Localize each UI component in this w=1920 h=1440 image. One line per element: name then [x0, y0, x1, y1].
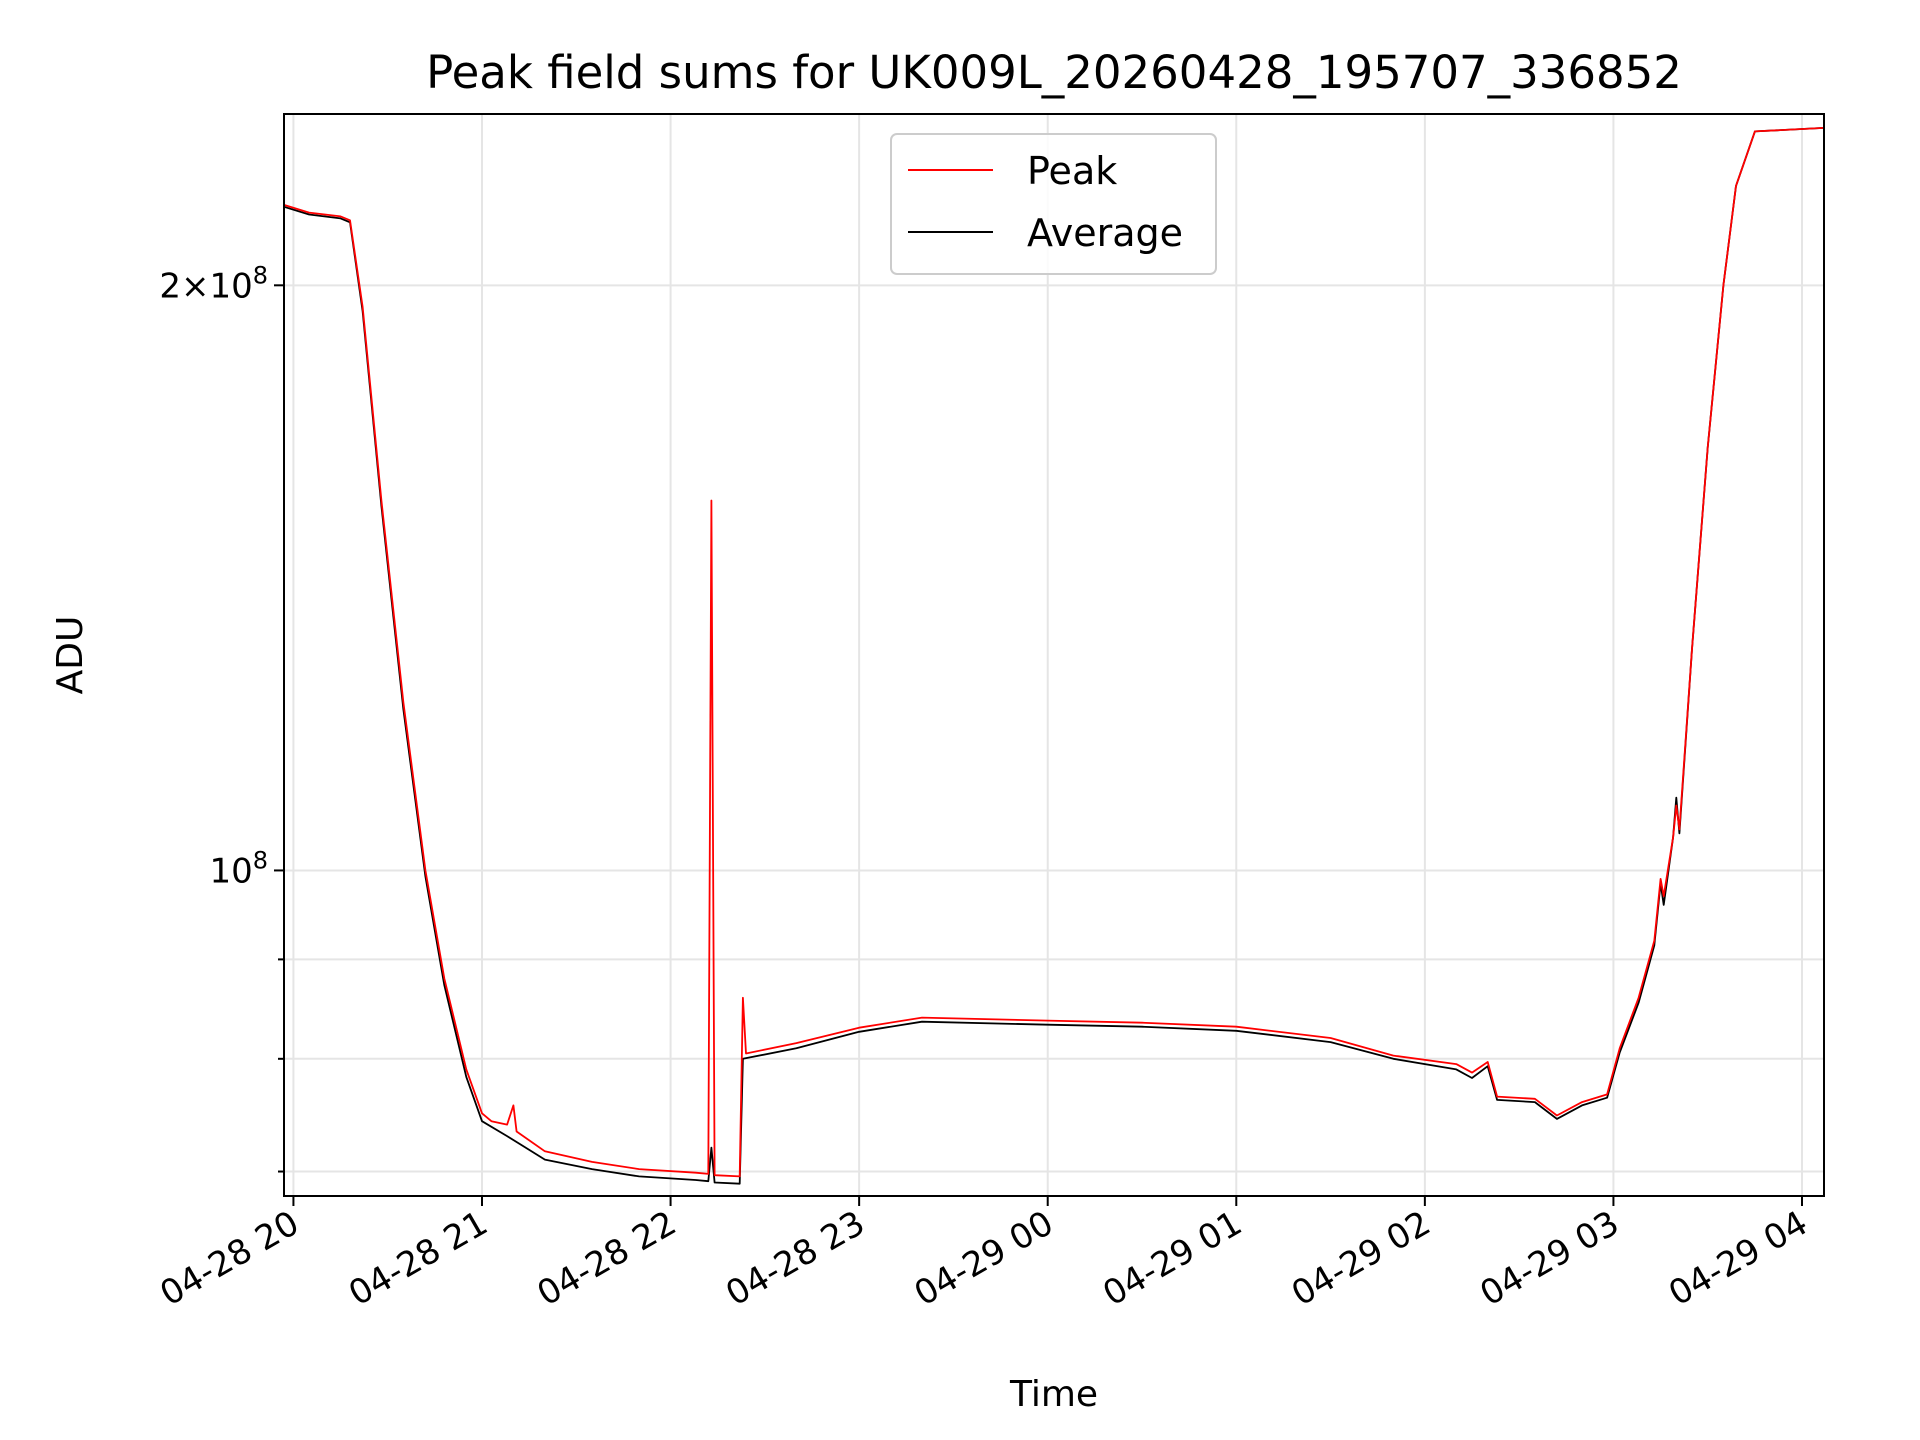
y-tick-label: 108 — [209, 846, 268, 891]
legend-label-average: Average — [1027, 211, 1183, 255]
y-axis-label: ADU — [50, 616, 91, 695]
chart-title: Peak field sums for UK009L_20260428_1957… — [426, 46, 1682, 99]
series-line-peak — [283, 127, 1825, 1178]
y-axis: 108 2×108 — [159, 261, 284, 1173]
plot-frame — [283, 113, 1825, 1197]
x-axis-label: Time — [1009, 1374, 1098, 1415]
series-layer — [283, 127, 1825, 1185]
grid — [284, 114, 1824, 1196]
legend-label-peak: Peak — [1027, 149, 1117, 193]
y-tick-label: 2×108 — [159, 261, 268, 306]
legend: Peak Average — [890, 133, 1217, 275]
